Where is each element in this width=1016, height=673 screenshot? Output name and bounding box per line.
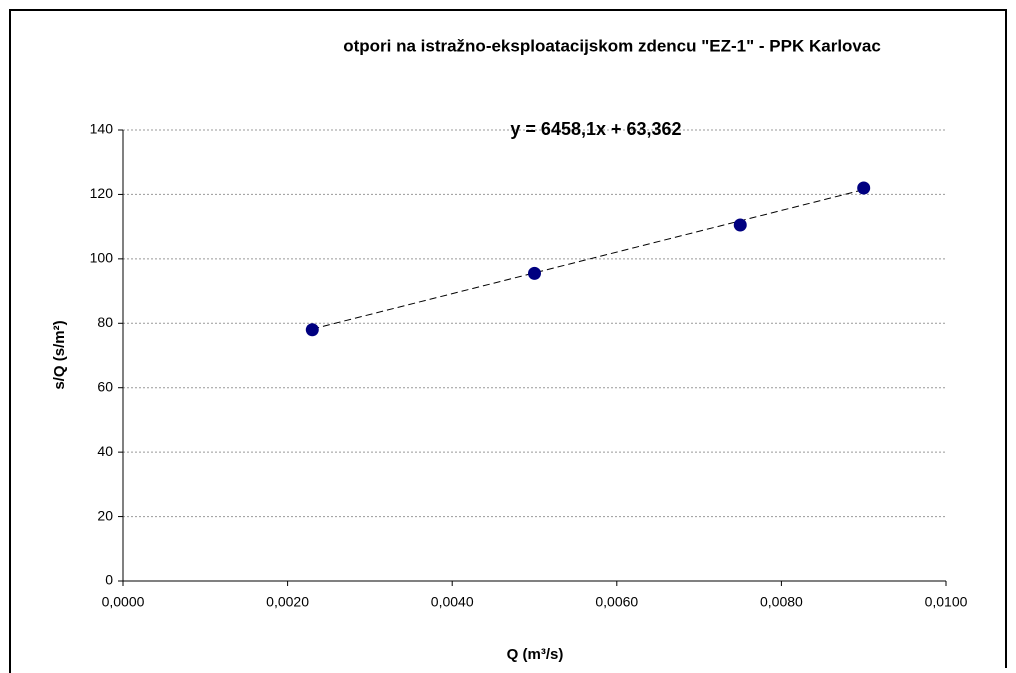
frame [9,9,1007,673]
y-axis-label: s/Q (s/m²) [51,320,68,389]
data-point [733,218,747,232]
y-tick-label: 40 [97,443,113,459]
x-tick-label: 0,0080 [760,594,803,610]
x-tick-label: 0,0040 [431,594,474,610]
y-tick-label: 0 [105,572,113,588]
chart-title: otpori na istražno-eksploatacijskom zden… [343,36,881,55]
y-tick-label: 60 [97,378,113,394]
trendline-label: y = 6458,1x + 63,362 [510,119,681,139]
x-tick-label: 0,0020 [266,594,309,610]
data-point [305,323,319,337]
y-tick-label: 20 [97,507,113,523]
data-point [857,181,871,195]
x-axis-label: Q (m³/s) [507,646,564,663]
x-tick-label: 0,0100 [925,594,968,610]
y-tick-label: 100 [90,250,114,266]
y-tick-label: 120 [90,185,114,201]
x-tick-label: 0,0000 [102,594,145,610]
x-tick-label: 0,0060 [595,594,638,610]
y-tick-label: 80 [97,314,113,330]
data-point [528,266,541,280]
trendline [312,189,864,330]
y-tick-label: 140 [90,121,114,137]
